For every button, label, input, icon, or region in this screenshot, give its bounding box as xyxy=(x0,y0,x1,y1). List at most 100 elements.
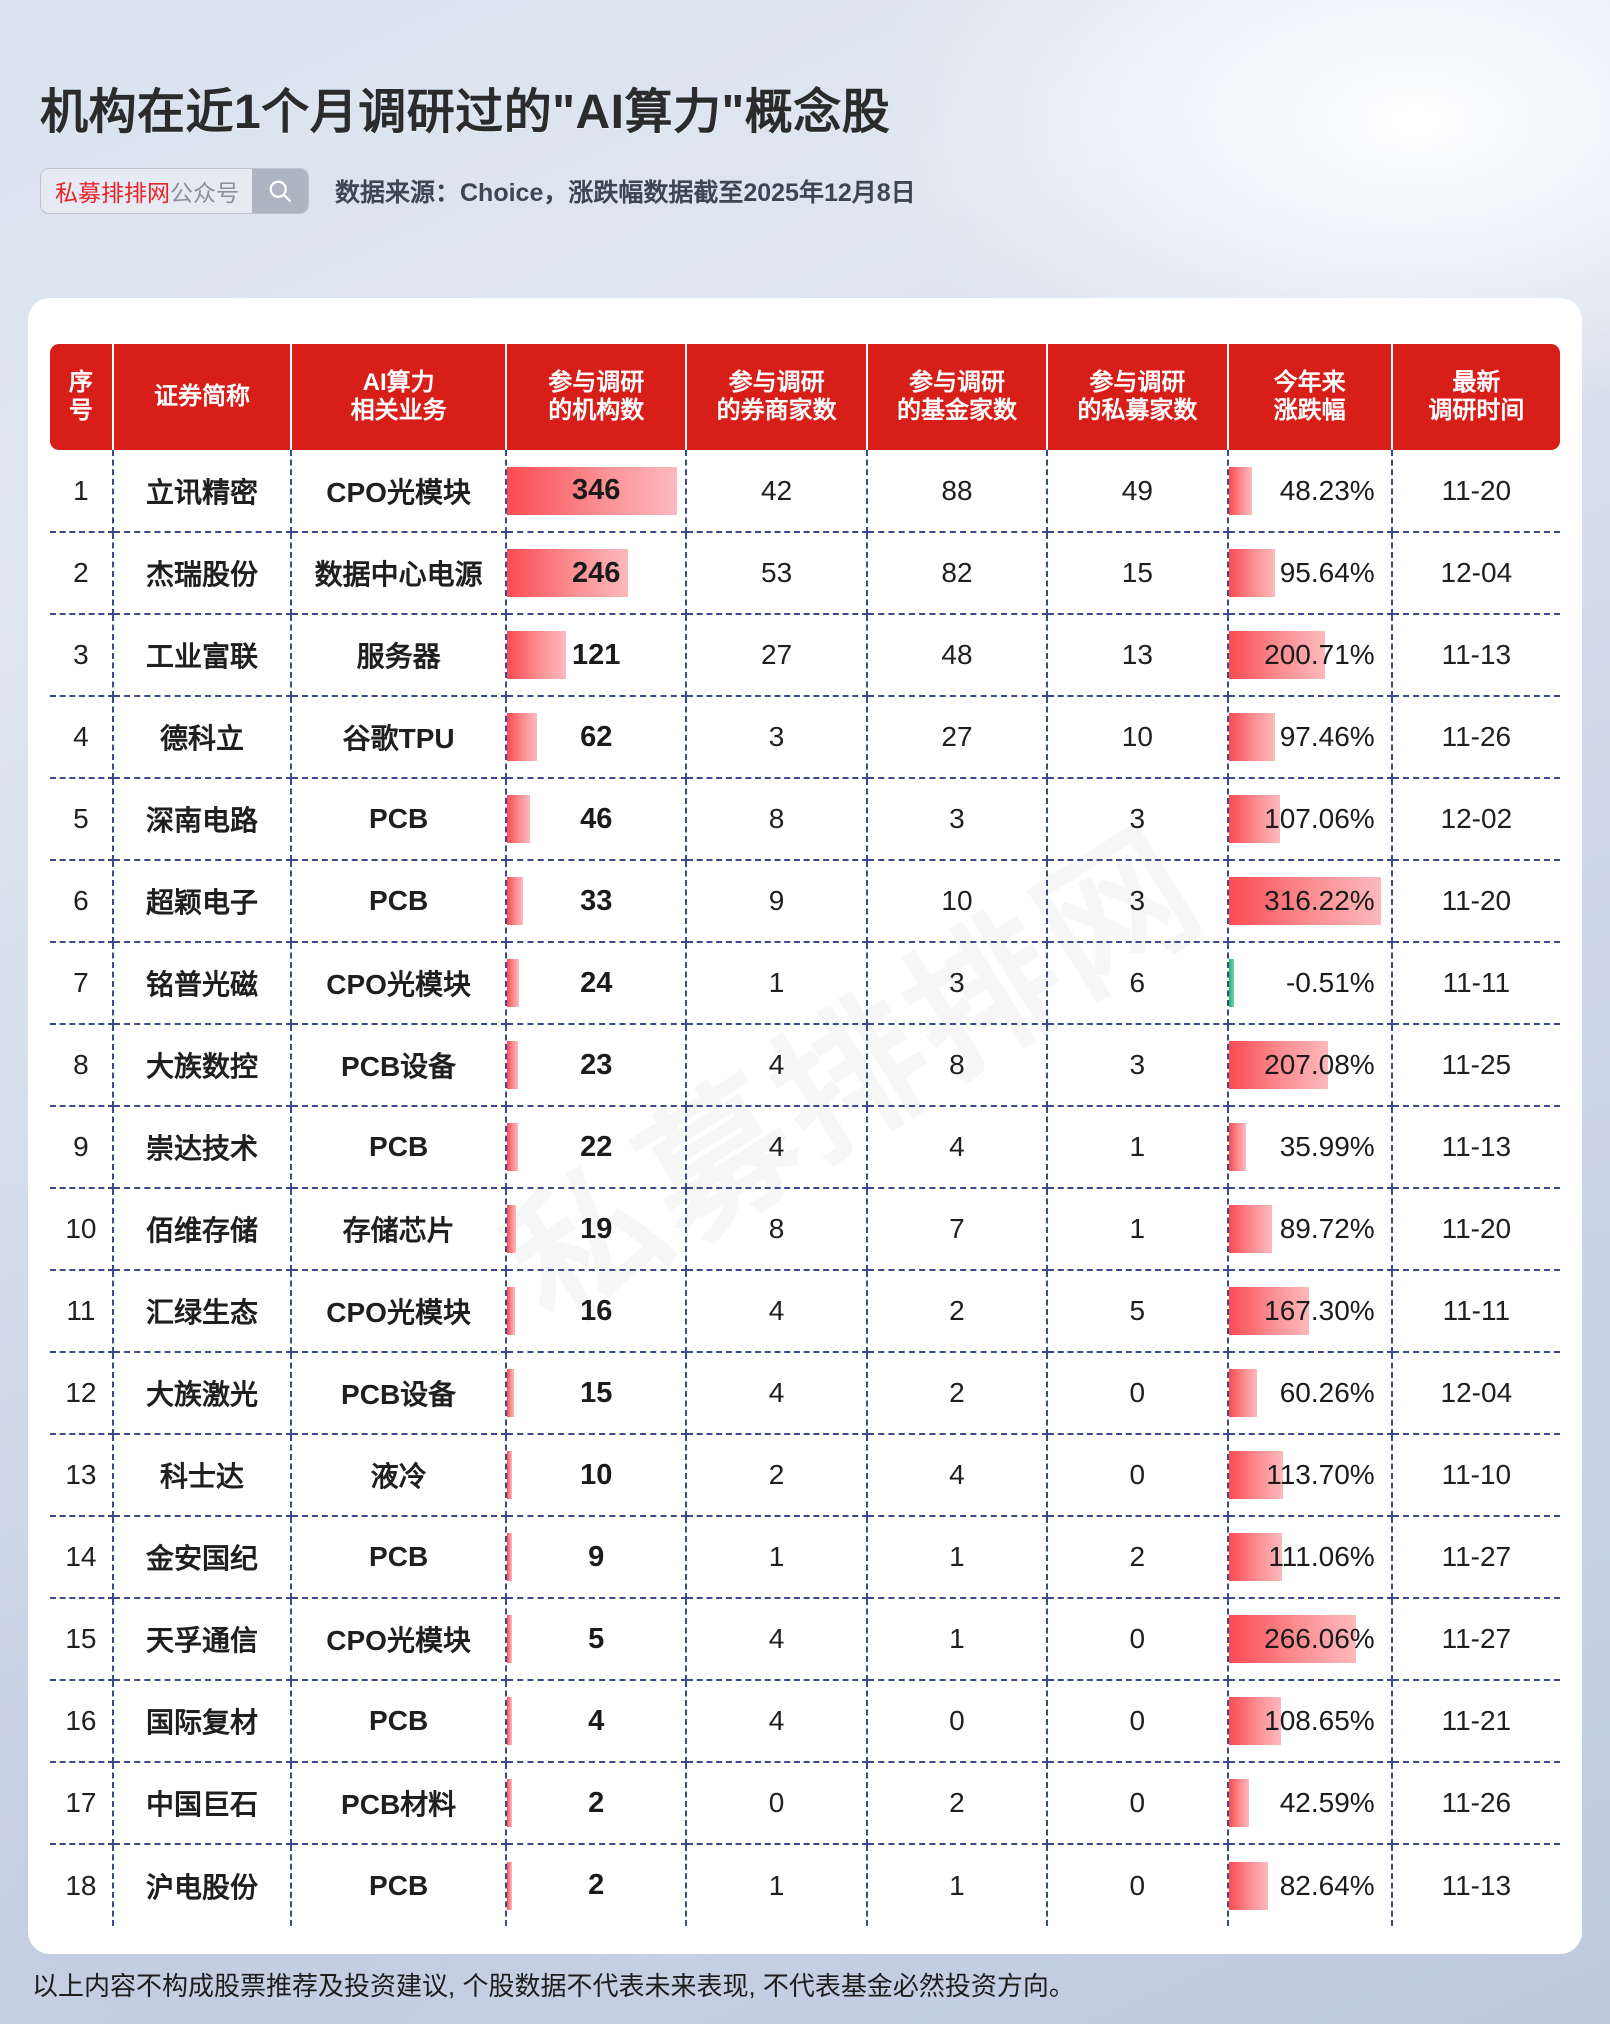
pe-count: 2 xyxy=(1047,1516,1229,1599)
latest-research-date: 11-11 xyxy=(1391,1270,1560,1353)
ytd-change-value: 167.30% xyxy=(1264,1295,1375,1326)
pe-count: 49 xyxy=(1047,450,1229,533)
latest-research-date: 11-20 xyxy=(1391,860,1560,943)
brand-name: 私募排排网 xyxy=(55,180,170,206)
latest-research-date: 11-27 xyxy=(1391,1516,1560,1599)
fund-count: 88 xyxy=(866,450,1049,533)
broker-count: 1 xyxy=(686,942,868,1025)
stock-name: 中国巨石 xyxy=(112,1762,293,1845)
institution-count-cell: 19 xyxy=(506,1188,688,1271)
institution-bar-wrap: 2 xyxy=(507,1763,685,1843)
business-type: PCB xyxy=(291,778,508,861)
institution-count-cell: 2 xyxy=(506,1762,688,1845)
fund-count: 10 xyxy=(866,860,1049,943)
institution-bar-wrap: 24 xyxy=(507,943,685,1023)
table-row: 2 杰瑞股份 数据中心电源 246 53 82 15 95.64% 12-04 xyxy=(50,532,1560,615)
broker-count: 4 xyxy=(686,1024,868,1107)
fund-count: 8 xyxy=(866,1024,1049,1107)
row-index: 3 xyxy=(50,614,114,697)
institution-count-cell: 15 xyxy=(506,1352,688,1435)
fund-count: 3 xyxy=(866,778,1049,861)
broker-count: 4 xyxy=(686,1680,868,1763)
col-header-fund-count: 参与调研 的基金家数 xyxy=(866,344,1049,450)
row-index: 14 xyxy=(50,1516,114,1599)
search-icon[interactable] xyxy=(252,169,308,213)
business-type: PCB xyxy=(291,1844,508,1926)
ytd-bar xyxy=(1228,1697,1281,1745)
ytd-bar-wrap: 42.59% xyxy=(1228,1763,1391,1843)
latest-research-date: 11-10 xyxy=(1391,1434,1560,1517)
institution-count: 246 xyxy=(572,556,621,589)
institution-bar-wrap: 16 xyxy=(507,1271,685,1351)
stock-name: 大族数控 xyxy=(112,1024,293,1107)
institution-count: 9 xyxy=(588,1540,605,1573)
fund-count: 2 xyxy=(866,1352,1049,1435)
institution-bar-wrap: 246 xyxy=(507,533,685,613)
fund-count: 4 xyxy=(866,1434,1049,1517)
stock-name: 崇达技术 xyxy=(112,1106,293,1189)
col-header-ytd-change: 今年来 涨跌幅 xyxy=(1227,344,1393,450)
ytd-change-cell: 35.99% xyxy=(1227,1106,1393,1189)
col-header-latest-date: 最新 调研时间 xyxy=(1391,344,1560,450)
col-header-institution-count: 参与调研 的机构数 xyxy=(506,344,688,450)
row-index: 7 xyxy=(50,942,114,1025)
institution-bar-wrap: 62 xyxy=(507,697,685,777)
stock-name: 工业富联 xyxy=(112,614,293,697)
fund-count: 1 xyxy=(866,1516,1049,1599)
ytd-change-cell: 200.71% xyxy=(1227,614,1393,697)
ytd-change-value: 316.22% xyxy=(1264,885,1375,916)
institution-bar xyxy=(507,466,678,515)
ytd-bar-wrap: 82.64% xyxy=(1228,1845,1391,1926)
business-type: 液冷 xyxy=(291,1434,508,1517)
source-row: 私募排排网 公众号 数据来源：Choice，涨跌幅数据截至2025年12月8日 xyxy=(40,168,1610,214)
pe-count: 15 xyxy=(1047,532,1229,615)
ytd-bar xyxy=(1228,1369,1258,1417)
pe-count: 0 xyxy=(1047,1680,1229,1763)
table-row: 10 佰维存储 存储芯片 19 8 7 1 89.72% 11-20 xyxy=(50,1188,1560,1271)
institution-bar xyxy=(507,1041,519,1089)
institution-bar-wrap: 33 xyxy=(507,861,685,941)
broker-count: 8 xyxy=(686,778,868,861)
institution-count-cell: 16 xyxy=(506,1270,688,1353)
latest-research-date: 11-13 xyxy=(1441,1869,1512,1901)
broker-count: 4 xyxy=(686,1598,868,1681)
ytd-bar-wrap: 316.22% xyxy=(1228,861,1391,941)
institution-bar xyxy=(507,1287,515,1335)
row-index: 6 xyxy=(50,860,114,943)
institution-count: 33 xyxy=(580,884,613,917)
stock-name: 佰维存储 xyxy=(112,1188,293,1271)
institution-count-cell: 246 xyxy=(506,532,688,615)
col-header-index: 序 号 xyxy=(50,344,114,450)
institution-bar xyxy=(507,1861,513,1910)
institution-count-cell: 121 xyxy=(506,614,688,697)
ytd-bar-wrap: 107.06% xyxy=(1228,779,1391,859)
institution-count: 24 xyxy=(580,966,613,999)
latest-research-date: 12-02 xyxy=(1391,778,1560,861)
broker-count: 4 xyxy=(686,1106,868,1189)
ytd-change-value: 108.65% xyxy=(1264,1705,1375,1736)
ytd-bar-wrap: 89.72% xyxy=(1228,1189,1391,1269)
institution-count-cell: 2 xyxy=(506,1844,688,1926)
row-index: 5 xyxy=(50,778,114,861)
institution-bar xyxy=(507,713,538,761)
institution-bar xyxy=(507,1697,513,1745)
pe-count: 13 xyxy=(1047,614,1229,697)
brand-badge[interactable]: 私募排排网 公众号 xyxy=(40,168,309,214)
ytd-change-cell: 316.22% xyxy=(1227,860,1393,943)
pe-count: 6 xyxy=(1047,942,1229,1025)
stock-name: 铭普光磁 xyxy=(112,942,293,1025)
fund-count: 1 xyxy=(866,1598,1049,1681)
institution-count-cell: 4 xyxy=(506,1680,688,1763)
stock-name: 大族激光 xyxy=(112,1352,293,1435)
latest-research-date: 11-11 xyxy=(1391,942,1560,1025)
ytd-bar-wrap: -0.51% xyxy=(1228,943,1391,1023)
latest-research-date: 11-27 xyxy=(1391,1598,1560,1681)
fund-count: 48 xyxy=(866,614,1049,697)
table-row: 7 铭普光磁 CPO光模块 24 1 3 6 -0.51% 11-11 xyxy=(50,942,1560,1025)
row-index: 16 xyxy=(50,1680,114,1763)
ytd-change-cell: 207.08% xyxy=(1227,1024,1393,1107)
stock-name: 深南电路 xyxy=(112,778,293,861)
ytd-bar xyxy=(1228,1779,1249,1827)
header-row: 序 号 证券简称 AI算力 相关业务 参与调研 的机构数 参与调研 的券商家数 xyxy=(50,344,1560,450)
col-header-broker-count: 参与调研 的券商家数 xyxy=(686,344,868,450)
